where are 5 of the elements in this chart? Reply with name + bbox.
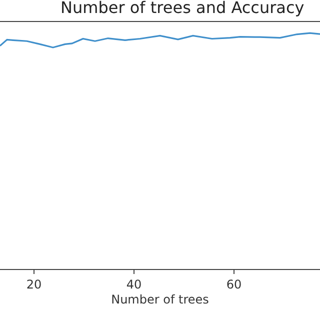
x-tick-label: 60 [226,277,242,292]
chart-title: Number of trees and Accuracy [60,0,304,17]
x-axis-title: Number of trees [111,292,209,306]
x-tick-label: 20 [26,277,42,292]
x-tick-label: 40 [126,277,142,292]
